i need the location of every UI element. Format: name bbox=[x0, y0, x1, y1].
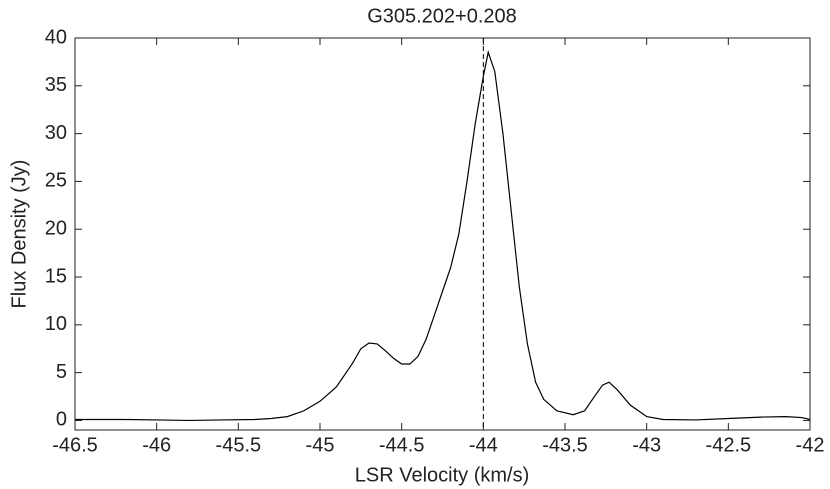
plot-frame bbox=[74, 37, 811, 431]
x-tick-label: -45.5 bbox=[216, 434, 262, 456]
x-tick-label: -45 bbox=[306, 434, 335, 456]
y-tick-label: 25 bbox=[45, 170, 67, 192]
x-tick-label: -46.5 bbox=[52, 434, 98, 456]
y-tick-label: 10 bbox=[45, 313, 67, 335]
y-tick-label: 0 bbox=[56, 409, 67, 431]
x-axis-label: LSR Velocity (km/s) bbox=[355, 464, 529, 486]
y-tick-label: 20 bbox=[45, 218, 67, 240]
y-tick-label: 15 bbox=[45, 265, 67, 287]
x-tick-label: -43.5 bbox=[542, 434, 588, 456]
y-tick-label: 40 bbox=[45, 26, 67, 48]
y-axis-label: Flux Density (Jy) bbox=[8, 160, 30, 309]
x-tick-label: -46 bbox=[142, 434, 171, 456]
y-tick-label: 35 bbox=[45, 74, 67, 96]
x-tick-label: -42 bbox=[796, 434, 825, 456]
chart-title: G305.202+0.208 bbox=[367, 5, 517, 27]
y-tick-label: 30 bbox=[45, 122, 67, 144]
x-tick-label: -43 bbox=[632, 434, 661, 456]
x-tick-label: -44 bbox=[469, 434, 498, 456]
y-tick-label: 5 bbox=[56, 361, 67, 383]
x-tick-label: -42.5 bbox=[706, 434, 752, 456]
data-line bbox=[75, 50, 811, 422]
x-tick-label: -44.5 bbox=[379, 434, 425, 456]
